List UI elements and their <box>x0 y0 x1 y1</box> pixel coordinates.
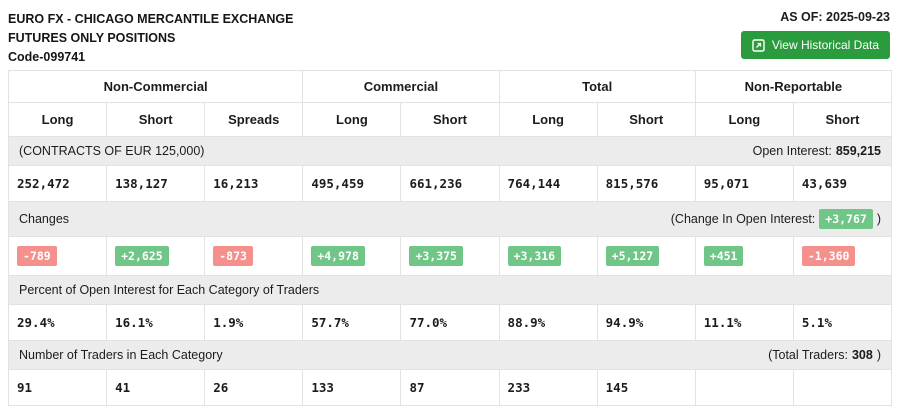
open-interest: Open Interest: 859,215 <box>753 144 881 158</box>
positions-row: 252,472 138,127 16,213 495,459 661,236 7… <box>7 165 893 202</box>
change-oi-suffix: ) <box>876 212 881 226</box>
traders-cell: 41 <box>106 369 206 406</box>
column-header: Long <box>498 102 598 137</box>
percent-label-row: Percent of Open Interest for Each Catego… <box>8 275 892 305</box>
position-cell: 16,213 <box>204 165 304 202</box>
percents-row: 29.4% 16.1% 1.9% 57.7% 77.0% 88.9% 94.9%… <box>7 304 893 341</box>
column-header: Long <box>694 102 794 137</box>
changes-label-row: Changes (Change In Open Interest: +3,767… <box>8 201 892 237</box>
traders-row: 91 41 26 133 87 233 145 <box>7 369 893 406</box>
traders-cell <box>792 369 893 406</box>
column-header: Short <box>792 102 893 137</box>
open-interest-label: Open Interest: <box>752 144 832 158</box>
position-cell: 43,639 <box>792 165 893 202</box>
traders-cell: 91 <box>7 369 108 406</box>
change-badge: -873 <box>213 246 253 266</box>
view-historical-data-label: View Historical Data <box>771 38 879 52</box>
total-traders-prefix: (Total Traders: <box>768 348 848 362</box>
position-cell: 138,127 <box>106 165 206 202</box>
total-traders: (Total Traders: 308) <box>768 348 881 362</box>
total-traders-suffix: ) <box>876 348 881 362</box>
report-title: EURO FX - CHICAGO MERCANTILE EXCHANGE <box>8 12 294 26</box>
traders-label: Number of Traders in Each Category <box>19 348 223 362</box>
traders-cell: 87 <box>400 369 500 406</box>
as-of-date: AS OF: 2025-09-23 <box>780 10 890 24</box>
percent-cell: 77.0% <box>400 304 500 341</box>
column-header-row: Long Short Spreads Long Short Long Short… <box>7 102 893 137</box>
percent-cell: 88.9% <box>498 304 598 341</box>
traders-cell: 145 <box>596 369 696 406</box>
report-titles: EURO FX - CHICAGO MERCANTILE EXCHANGE FU… <box>8 10 293 66</box>
change-oi-prefix: (Change In Open Interest: <box>670 212 816 226</box>
cot-table: Non-Commercial Commercial Total Non-Repo… <box>7 70 893 406</box>
column-header: Short <box>106 102 206 137</box>
top-bar: EURO FX - CHICAGO MERCANTILE EXCHANGE FU… <box>0 0 900 70</box>
open-interest-value: 859,215 <box>835 144 881 158</box>
group-header-total: Total <box>498 70 696 103</box>
percent-cell: 29.4% <box>7 304 108 341</box>
group-header-nonreportable: Non-Reportable <box>694 70 893 103</box>
position-cell: 95,071 <box>694 165 794 202</box>
traders-cell: 26 <box>204 369 304 406</box>
contracts-label-row: (CONTRACTS OF EUR 125,000) Open Interest… <box>8 136 892 166</box>
column-header: Spreads <box>204 102 304 137</box>
change-badge: +4,978 <box>311 246 365 266</box>
change-in-open-interest: (Change In Open Interest: +3,767 ) <box>671 209 881 229</box>
position-cell: 252,472 <box>7 165 108 202</box>
traders-cell: 233 <box>498 369 598 406</box>
change-badge: +2,625 <box>115 246 169 266</box>
percent-cell: 57.7% <box>302 304 402 341</box>
percent-cell: 1.9% <box>204 304 304 341</box>
column-header: Long <box>7 102 108 137</box>
position-cell: 815,576 <box>596 165 696 202</box>
position-cell: 661,236 <box>400 165 500 202</box>
contracts-label: (CONTRACTS OF EUR 125,000) <box>19 144 205 158</box>
traders-label-row: Number of Traders in Each Category (Tota… <box>8 340 892 370</box>
change-oi-badge: +3,767 <box>819 209 873 229</box>
percent-cell: 11.1% <box>694 304 794 341</box>
percent-cell: 5.1% <box>792 304 893 341</box>
percent-label: Percent of Open Interest for Each Catego… <box>19 283 320 297</box>
changes-row: -789 +2,625 -873 +4,978 +3,375 +3,316 +5… <box>7 236 893 276</box>
column-header: Long <box>302 102 402 137</box>
group-header-commercial: Commercial <box>302 70 500 103</box>
position-cell: 495,459 <box>302 165 402 202</box>
change-badge: +5,127 <box>605 246 660 266</box>
view-historical-data-button[interactable]: View Historical Data <box>740 31 890 59</box>
group-header-row: Non-Commercial Commercial Total Non-Repo… <box>7 70 893 103</box>
change-badge: +3,375 <box>409 246 463 266</box>
change-badge: -789 <box>17 246 57 266</box>
top-right: AS OF: 2025-09-23 View Historical Data <box>740 10 890 59</box>
percent-cell: 16.1% <box>106 304 206 341</box>
percent-cell: 94.9% <box>596 304 696 341</box>
column-header: Short <box>400 102 500 137</box>
traders-cell: 133 <box>302 369 402 406</box>
traders-cell <box>694 369 794 406</box>
change-badge: +3,316 <box>507 246 562 266</box>
position-cell: 764,144 <box>498 165 598 202</box>
group-header-noncommercial: Non-Commercial <box>7 70 304 103</box>
total-traders-value: 308 <box>851 348 873 362</box>
changes-label: Changes <box>19 212 70 226</box>
historical-data-icon <box>752 38 765 52</box>
report-subtitle: FUTURES ONLY POSITIONS <box>8 30 176 45</box>
report-code: Code-099741 <box>8 49 86 64</box>
change-badge: -1,360 <box>801 246 856 266</box>
change-badge: +451 <box>703 246 744 266</box>
column-header: Short <box>596 102 696 137</box>
